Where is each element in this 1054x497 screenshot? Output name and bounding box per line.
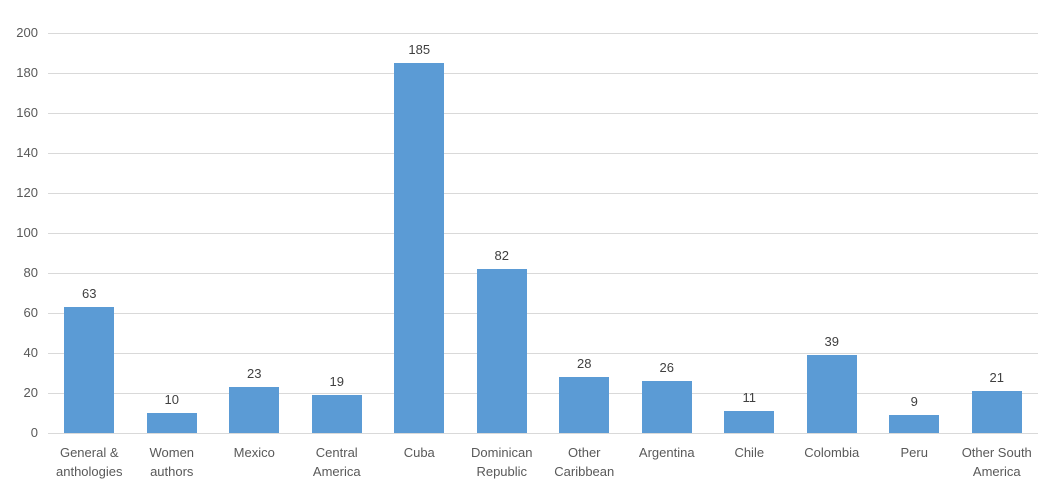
bar	[889, 415, 940, 433]
y-tick-label: 120	[16, 185, 38, 200]
bar-value-label: 10	[164, 392, 179, 407]
bar	[559, 377, 610, 433]
bar	[229, 387, 280, 433]
y-tick-label: 160	[16, 105, 38, 120]
plot-area	[48, 33, 1038, 434]
x-category-label: Other Caribbean	[554, 445, 615, 479]
x-category-label: Peru	[900, 445, 928, 460]
x-category-label: Other South America	[961, 445, 1032, 479]
gridline	[48, 273, 1038, 274]
x-category-label: Central America	[312, 445, 361, 479]
gridline	[48, 433, 1038, 434]
y-tick-label: 180	[16, 65, 38, 80]
y-tick-label: 80	[23, 265, 38, 280]
bar-value-label: 185	[408, 42, 431, 57]
y-tick-label: 200	[16, 25, 38, 40]
y-tick-label: 0	[30, 425, 38, 440]
x-category-label: Dominican Republic	[471, 445, 533, 479]
bar-value-label: 26	[659, 360, 674, 375]
bar-value-label: 11	[742, 390, 757, 405]
x-category-label: Women authors	[149, 445, 195, 479]
gridline	[48, 313, 1038, 314]
bar	[311, 395, 362, 433]
x-category-label: Colombia	[804, 445, 860, 460]
x-category-label: Argentina	[638, 445, 695, 460]
bar-value-label: 21	[989, 370, 1004, 385]
y-tick-label: 140	[16, 145, 38, 160]
bar	[394, 63, 445, 433]
bar-value-label: 39	[824, 334, 839, 349]
x-category-label: Cuba	[403, 445, 435, 460]
x-category-label: General & anthologies	[56, 445, 123, 479]
bar	[806, 355, 857, 433]
x-category-label: Mexico	[233, 445, 275, 460]
gridline	[48, 153, 1038, 154]
bar	[146, 413, 197, 433]
gridline	[48, 353, 1038, 354]
gridline	[48, 113, 1038, 114]
bar	[476, 269, 527, 433]
y-tick-label: 20	[23, 385, 38, 400]
bar	[971, 391, 1022, 433]
bar	[724, 411, 775, 433]
y-tick-label: 60	[23, 305, 38, 320]
y-tick-label: 40	[23, 345, 38, 360]
gridline	[48, 393, 1038, 394]
bar-value-label: 9	[910, 394, 918, 409]
bar-value-label: 19	[329, 374, 344, 389]
bar	[64, 307, 115, 433]
bar-value-label: 28	[577, 356, 592, 371]
x-category-label: Chile	[734, 445, 765, 460]
bar	[641, 381, 692, 433]
bar-value-label: 82	[494, 248, 509, 263]
gridline	[48, 233, 1038, 234]
bar-value-label: 23	[247, 366, 262, 381]
gridline	[48, 73, 1038, 74]
y-tick-label: 100	[16, 225, 38, 240]
bar-value-label: 63	[82, 286, 97, 301]
gridline	[48, 33, 1038, 34]
gridline	[48, 193, 1038, 194]
